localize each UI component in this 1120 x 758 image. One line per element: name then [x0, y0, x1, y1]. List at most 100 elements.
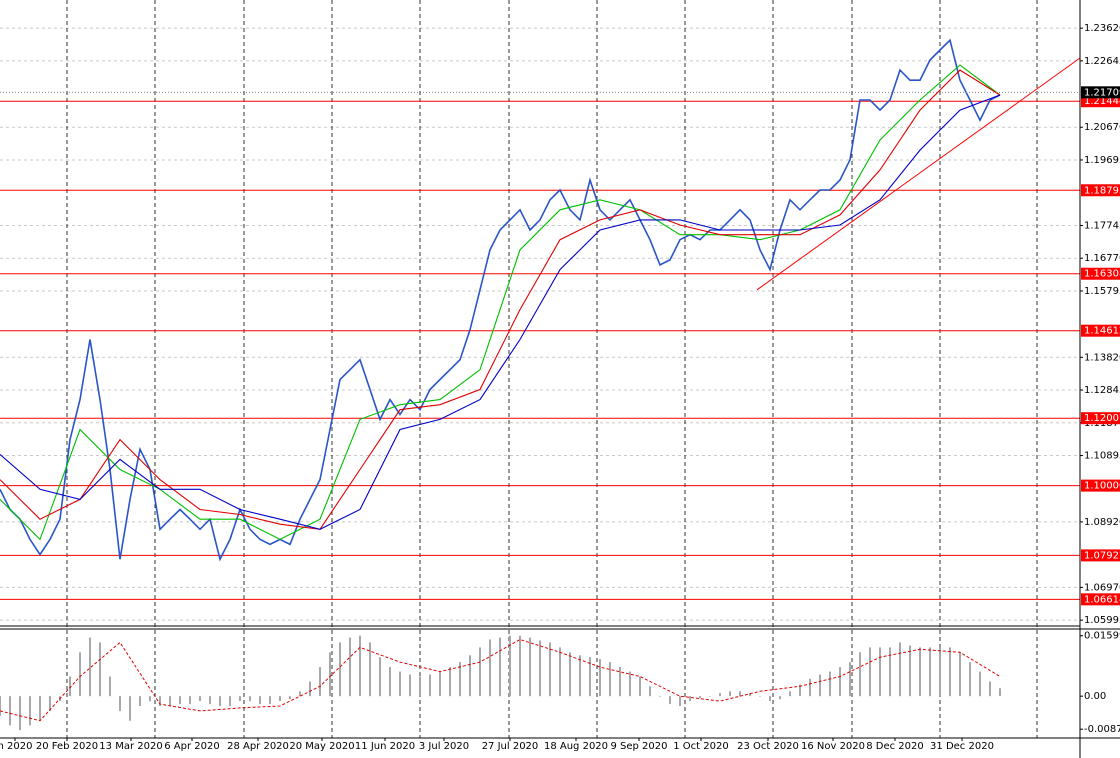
y-tick-label: 1.13820	[1084, 352, 1120, 363]
histogram-bar	[789, 691, 791, 697]
y-tick-label: -0.00874	[1084, 724, 1120, 735]
histogram-bar	[629, 671, 631, 697]
histogram-bar	[139, 696, 141, 706]
histogram-bar	[29, 696, 31, 726]
histogram-bar	[459, 662, 461, 697]
signal-line	[0, 638, 1001, 722]
histogram-bar	[9, 696, 11, 726]
x-tick-label: 31 Dec 2020	[930, 741, 994, 752]
histogram-bar	[329, 652, 331, 697]
histogram-bar	[959, 652, 961, 697]
histogram-bar	[989, 681, 991, 697]
histogram-bar	[289, 696, 291, 700]
histogram-bar	[799, 684, 801, 697]
level-label-box	[1081, 549, 1120, 562]
level-label-box	[1081, 479, 1120, 492]
histogram-bar	[49, 696, 51, 711]
x-tick-label: 18 Aug 2020	[544, 741, 608, 752]
histogram-bar	[979, 671, 981, 697]
y-tick-label: 1.08920	[1084, 517, 1120, 528]
histogram-bar	[849, 662, 851, 697]
x-tick-label: 13 Mar 2020	[99, 741, 162, 752]
x-tick-label: 3 Jul 2020	[419, 741, 469, 752]
y-tick-label: 1.16770	[1084, 253, 1120, 264]
histogram-bar	[369, 642, 371, 697]
moving-average	[0, 94, 1001, 530]
histogram-bar	[999, 688, 1001, 697]
histogram-bar	[929, 647, 931, 697]
x-tick-label: n 2020	[0, 741, 32, 752]
histogram-bar	[579, 655, 581, 697]
histogram-bar	[39, 696, 41, 721]
histogram-bar	[689, 696, 691, 702]
histogram-bar	[199, 696, 201, 702]
histogram-bar	[469, 655, 471, 697]
histogram-bar	[749, 693, 751, 697]
histogram-bar	[179, 696, 181, 705]
level-label: 1.16308	[1084, 269, 1120, 280]
histogram-bar	[399, 671, 401, 697]
histogram-bar	[439, 671, 441, 697]
histogram-bar	[359, 635, 361, 697]
y-tick-label: 1.15795	[1084, 286, 1120, 297]
y-tick-label: 1.23620	[1084, 23, 1120, 34]
histogram-bar	[269, 696, 271, 705]
histogram-bar	[969, 662, 971, 697]
histogram-bar	[819, 674, 821, 697]
y-tick-label: 1.06970	[1084, 582, 1120, 593]
x-tick-label: 23 Oct 2020	[737, 741, 799, 752]
histogram-bar	[649, 686, 651, 697]
histogram-bar	[839, 667, 841, 697]
histogram-bar	[99, 642, 101, 697]
histogram-bar	[409, 674, 411, 697]
x-tick-label: 11 Jun 2020	[355, 741, 415, 752]
histogram-bar	[149, 696, 151, 702]
histogram-bar	[479, 647, 481, 697]
y-tick-label: 0.00	[1084, 691, 1106, 702]
current-price-label: 1.21709	[1084, 87, 1120, 98]
histogram-bar	[299, 691, 301, 697]
histogram-bar	[339, 642, 341, 697]
histogram-bar	[89, 637, 91, 697]
histogram-bar	[829, 671, 831, 697]
histogram-bar	[569, 652, 571, 697]
x-tick-label: 20 May 2020	[289, 741, 354, 752]
y-tick-label: 1.17745	[1084, 220, 1120, 231]
level-label: 1.21444	[1084, 96, 1120, 107]
x-tick-label: 28 Apr 2020	[227, 741, 289, 752]
histogram-bar	[169, 696, 171, 706]
current-price-box	[1081, 86, 1120, 99]
histogram-bar	[189, 696, 191, 705]
histogram-bar	[699, 696, 701, 699]
histogram-bar	[719, 693, 721, 697]
histogram-bar	[249, 696, 251, 702]
moving-average	[0, 69, 1001, 530]
level-label: 1.12007	[1084, 413, 1120, 424]
histogram-bar	[449, 667, 451, 697]
histogram-bar	[759, 696, 761, 697]
histogram-bar	[539, 640, 541, 697]
histogram-bar	[879, 647, 881, 697]
histogram-bar	[779, 696, 781, 700]
y-tick-label: 1.22645	[1084, 56, 1120, 67]
y-tick-label: 0.01599	[1084, 631, 1120, 642]
histogram-bar	[709, 696, 711, 697]
histogram-bar	[679, 696, 681, 706]
y-tick-label: 1.10895	[1084, 451, 1120, 462]
y-tick-label: 1.20670	[1084, 122, 1120, 133]
histogram-bar	[769, 696, 771, 702]
x-tick-label: 27 Jul 2020	[482, 741, 539, 752]
histogram-bar	[229, 696, 231, 706]
histogram-bar	[119, 696, 121, 711]
level-label-box	[1081, 412, 1120, 425]
histogram-bar	[19, 696, 21, 731]
histogram-bar	[729, 691, 731, 697]
histogram-bar	[209, 696, 211, 705]
histogram-bar	[809, 678, 811, 697]
histogram-bar	[509, 635, 511, 697]
histogram-bar	[489, 639, 491, 697]
histogram-bar	[419, 676, 421, 697]
histogram-bar	[639, 676, 641, 697]
histogram-bar	[499, 637, 501, 697]
histogram-bar	[529, 637, 531, 697]
